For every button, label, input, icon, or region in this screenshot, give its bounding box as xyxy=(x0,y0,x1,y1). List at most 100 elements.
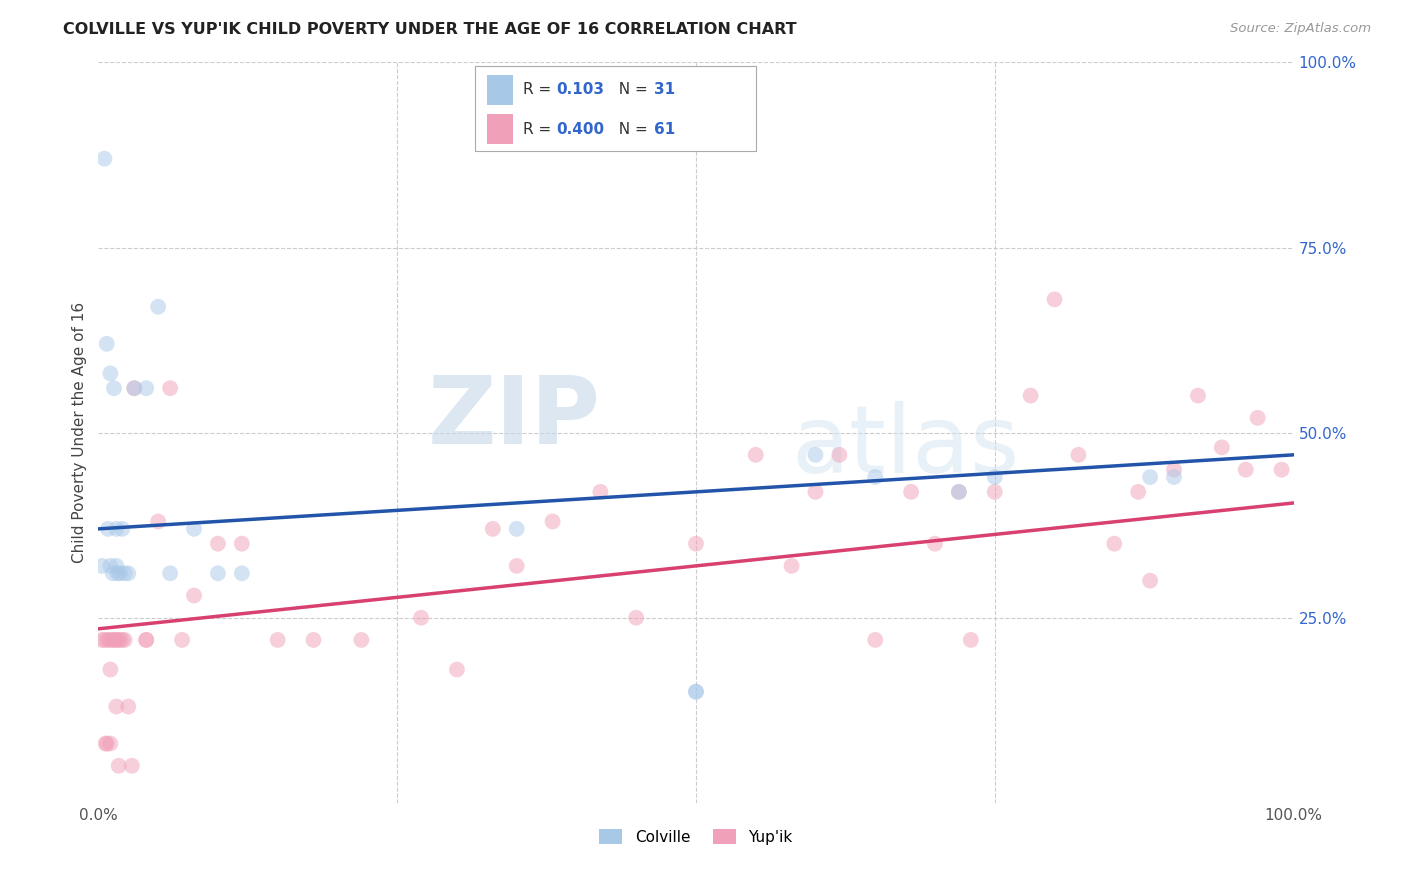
Point xyxy=(267,632,290,647)
Point xyxy=(865,470,887,484)
Point xyxy=(924,536,946,550)
Point xyxy=(117,566,139,581)
Point xyxy=(1234,462,1257,476)
Point xyxy=(828,448,851,462)
Point xyxy=(98,367,122,381)
Text: COLVILLE VS YUP'IK CHILD POVERTY UNDER THE AGE OF 16 CORRELATION CHART: COLVILLE VS YUP'IK CHILD POVERTY UNDER T… xyxy=(63,22,797,37)
Point xyxy=(111,522,134,536)
Point xyxy=(1104,536,1126,550)
Text: atlas: atlas xyxy=(792,401,1019,493)
Point xyxy=(97,632,120,647)
Point xyxy=(98,558,122,573)
FancyBboxPatch shape xyxy=(486,75,513,105)
Point xyxy=(93,152,115,166)
Point xyxy=(91,632,114,647)
Point xyxy=(105,558,128,573)
Point xyxy=(114,632,136,647)
Point xyxy=(302,632,325,647)
Point xyxy=(114,566,136,581)
Point xyxy=(900,484,922,499)
Point xyxy=(1067,448,1090,462)
Point xyxy=(172,632,194,647)
Point xyxy=(541,515,564,529)
Text: N =: N = xyxy=(609,121,652,136)
Point xyxy=(350,632,373,647)
Point xyxy=(506,558,529,573)
FancyBboxPatch shape xyxy=(475,66,756,152)
Text: 61: 61 xyxy=(654,121,675,136)
Point xyxy=(948,484,970,499)
Point xyxy=(1163,470,1185,484)
Point xyxy=(984,470,1007,484)
Point xyxy=(96,737,118,751)
Point xyxy=(103,632,125,647)
Point xyxy=(804,484,827,499)
Point xyxy=(107,758,129,772)
Point xyxy=(93,632,115,647)
Point xyxy=(148,515,170,529)
Point xyxy=(105,699,128,714)
Text: R =: R = xyxy=(523,121,555,136)
Point xyxy=(207,566,229,581)
Point xyxy=(91,558,114,573)
Point xyxy=(411,610,433,624)
Point xyxy=(685,685,707,699)
Point xyxy=(1043,293,1066,307)
Text: ZIP: ZIP xyxy=(427,372,600,464)
FancyBboxPatch shape xyxy=(486,114,513,144)
Point xyxy=(117,699,139,714)
Point xyxy=(148,300,170,314)
Point xyxy=(506,522,529,536)
Point xyxy=(135,632,157,647)
Text: N =: N = xyxy=(609,82,652,97)
Point xyxy=(948,484,970,499)
Point xyxy=(984,484,1007,499)
Point xyxy=(135,381,157,395)
Point xyxy=(98,737,122,751)
Point xyxy=(101,632,124,647)
Point xyxy=(1187,388,1209,402)
Point xyxy=(207,536,229,550)
Point xyxy=(108,566,131,581)
Point xyxy=(124,381,146,395)
Point xyxy=(1139,574,1161,588)
Text: 0.400: 0.400 xyxy=(557,121,605,136)
Point xyxy=(94,737,117,751)
Y-axis label: Child Poverty Under the Age of 16: Child Poverty Under the Age of 16 xyxy=(72,302,87,563)
Point xyxy=(159,381,181,395)
Point xyxy=(107,566,129,581)
Point xyxy=(101,566,124,581)
Point xyxy=(98,663,122,677)
Point xyxy=(135,632,157,647)
Text: 0.103: 0.103 xyxy=(557,82,605,97)
Point xyxy=(103,381,125,395)
Point xyxy=(96,336,118,351)
Point xyxy=(159,566,181,581)
Text: Source: ZipAtlas.com: Source: ZipAtlas.com xyxy=(1230,22,1371,36)
Point xyxy=(804,448,827,462)
Point xyxy=(108,632,131,647)
Point xyxy=(231,566,253,581)
Point xyxy=(1271,462,1294,476)
Point xyxy=(1163,462,1185,476)
Point xyxy=(183,522,205,536)
Point xyxy=(121,758,143,772)
Point xyxy=(745,448,768,462)
Point xyxy=(1139,470,1161,484)
Point xyxy=(481,522,505,536)
Point xyxy=(626,610,648,624)
Point xyxy=(865,632,887,647)
Point xyxy=(685,536,707,550)
Point xyxy=(446,663,468,677)
Point xyxy=(231,536,253,550)
Point xyxy=(98,632,121,647)
Point xyxy=(1211,441,1233,455)
Point xyxy=(111,632,134,647)
Point xyxy=(780,558,803,573)
Point xyxy=(183,589,205,603)
Point xyxy=(1128,484,1150,499)
Point xyxy=(589,484,612,499)
Point xyxy=(105,522,128,536)
Text: 31: 31 xyxy=(654,82,675,97)
Legend: Colville, Yup'ik: Colville, Yup'ik xyxy=(593,822,799,851)
